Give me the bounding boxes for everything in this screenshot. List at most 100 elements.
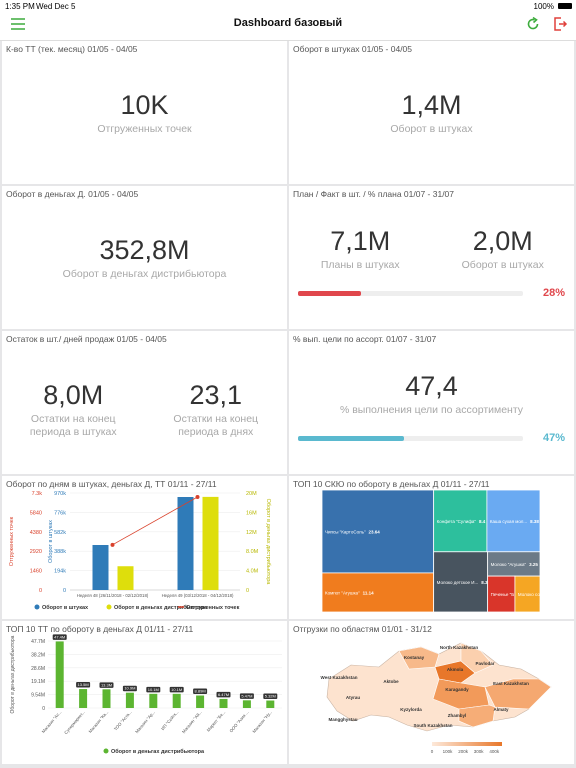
legend-label: Оборот в деньгах дистрибьютора bbox=[111, 748, 205, 755]
bar bbox=[55, 641, 64, 708]
card: Оборот в деньгах Д. 01/05 - 04/05 352,8M О… bbox=[2, 186, 287, 329]
region-label: Kyzylorda bbox=[400, 707, 422, 712]
legend-scale bbox=[432, 742, 502, 746]
x-tick-label: ИП "Сейтк... bbox=[160, 709, 179, 731]
refresh-button[interactable] bbox=[525, 16, 541, 32]
tick-label: 0 bbox=[39, 588, 42, 594]
cell-value: 23.64 bbox=[369, 529, 381, 534]
region-label: Aktobe bbox=[383, 679, 399, 684]
treemap-cell bbox=[433, 551, 489, 613]
chart: North Kazakhstan Kostanay Akmola Pavlodar We… bbox=[321, 642, 552, 754]
bar bbox=[125, 692, 134, 708]
value-label: 13.5M bbox=[78, 682, 89, 687]
region-label: South Kazakhstan bbox=[413, 723, 452, 728]
legend-label: Оборот в штуках bbox=[42, 604, 89, 611]
y-tick-label: 19.1M bbox=[31, 679, 45, 685]
legend-tick-label: 200k bbox=[458, 749, 469, 754]
card-title: % вып. цели по ассорт. 01/07 - 31/07 bbox=[293, 334, 437, 344]
tick-label: 776k bbox=[54, 510, 66, 516]
cell-name: Печенье "Б..." bbox=[491, 592, 520, 597]
card: ТОП 10 СКЮ по обороту в деньгах Д 01/11 … bbox=[289, 476, 574, 619]
status-time: 1:35 PM bbox=[5, 2, 35, 11]
y-tick-label: 28.6M bbox=[31, 666, 45, 672]
legend-tick-label: 100k bbox=[443, 749, 454, 754]
tick-label: 7.3k bbox=[32, 491, 43, 497]
value-label: 10.1M bbox=[148, 687, 159, 692]
tick-label: 970k bbox=[54, 491, 66, 497]
tick-label: 16M bbox=[246, 510, 257, 516]
value-label: 13.3M bbox=[101, 682, 112, 687]
bar bbox=[196, 695, 205, 708]
metric-value: 1,4M bbox=[401, 90, 462, 120]
card: Остаток в шт./ дней продаж 01/05 - 04/05… bbox=[2, 331, 287, 474]
value-label-bg bbox=[76, 682, 91, 688]
region-label: Atyrau bbox=[346, 695, 361, 700]
region bbox=[458, 704, 496, 728]
cell-label: Чипсы "КартоСоль" 23.64 bbox=[325, 529, 380, 534]
logout-button[interactable] bbox=[552, 16, 568, 32]
tick-label: 4.0M bbox=[246, 569, 259, 575]
x-tick-label: ТОО "Аста... bbox=[113, 709, 133, 731]
tick-label: 20M bbox=[246, 491, 257, 497]
chart: 0 194k 388k 582k 776k 970k 0 4.0M 8.0M 12M 16M 20M 0… bbox=[9, 491, 271, 611]
card: Оборот в штуках 01/05 - 04/05 1,4M Оборот … bbox=[289, 41, 574, 184]
x-tick-label: Супермаркет... bbox=[63, 709, 86, 735]
metric-value: 10K bbox=[120, 90, 169, 120]
treemap-cell bbox=[486, 489, 541, 553]
value-label-bg bbox=[263, 693, 278, 700]
metric-value: 23,1 bbox=[189, 380, 243, 410]
tick-label: 2920 bbox=[30, 549, 42, 555]
card-title: Остаток в шт./ дней продаж 01/05 - 04/05 bbox=[6, 334, 167, 344]
value-label-bg bbox=[52, 634, 67, 640]
legend-label: Оборот в деньгах дистрибьютора bbox=[114, 604, 208, 611]
region-label: Pavlodar bbox=[475, 661, 494, 666]
y-tick-label: 9.54M bbox=[31, 693, 45, 699]
card-title: ТОП 10 ТТ по обороту в деньгах Д 01/11 -… bbox=[6, 624, 194, 634]
cell-name: Молоко "Агушка" bbox=[491, 562, 527, 567]
value-label: 6.47M bbox=[218, 692, 229, 697]
value-label-bg bbox=[239, 693, 254, 699]
progress-label: 28% bbox=[542, 287, 565, 299]
value-label: 5.47M bbox=[241, 693, 252, 698]
treemap-cell bbox=[321, 572, 435, 613]
tick-label: 0 bbox=[246, 588, 249, 594]
value-label-bg bbox=[216, 691, 231, 698]
x-tick-label: Магазин "Ар... bbox=[134, 709, 156, 734]
bar bbox=[92, 545, 109, 590]
axis-title: Отгруженных точек bbox=[9, 516, 15, 566]
region-label: Kostanay bbox=[404, 655, 425, 660]
metric-value: 7,1M bbox=[330, 226, 391, 256]
card-title: Оборот по дням в штуках, деньгах Д, ТТ 0… bbox=[6, 479, 217, 489]
card: Оборот по дням в штуках, деньгах Д, ТТ 0… bbox=[2, 476, 287, 619]
value-label-bg bbox=[122, 685, 137, 692]
value-label: 5.32M bbox=[265, 694, 276, 699]
value-label-bg bbox=[193, 688, 208, 695]
treemap-cell bbox=[321, 489, 435, 574]
bar bbox=[202, 496, 219, 590]
menu-button[interactable] bbox=[10, 17, 26, 31]
progress-label: 47% bbox=[542, 432, 565, 444]
chart: Чипсы "КартоСоль" 23.64 Компот "Агушка" 11.… bbox=[321, 489, 553, 613]
card-title: К-во ТТ (тек. месяц) 01/05 - 04/05 bbox=[6, 44, 138, 54]
value-label: 10.1M bbox=[171, 687, 182, 692]
tick-label: 0 bbox=[63, 588, 66, 594]
region-label: Karagandy bbox=[445, 687, 469, 692]
y-tick-label: 0 bbox=[42, 706, 45, 712]
metric-label: Остатки на конец периода в штуках bbox=[29, 413, 117, 438]
x-tick-label: Магазин "Ас... bbox=[41, 709, 63, 734]
cell-name: Компот "Агушка" bbox=[325, 590, 360, 595]
region bbox=[398, 646, 440, 670]
y-tick-label: 47.7M bbox=[31, 639, 45, 645]
x-tick-label: Магазин "Ну... bbox=[251, 709, 273, 733]
card-title: Оборот в штуках 01/05 - 04/05 bbox=[293, 44, 413, 54]
card: К-во ТТ (тек. месяц) 01/05 - 04/05 10K Отг… bbox=[2, 41, 287, 184]
value-label: 10.9M bbox=[124, 686, 135, 691]
bar bbox=[117, 566, 134, 590]
treemap-cell bbox=[514, 575, 541, 613]
cell-label: Каша сухая мол... 8.38 bbox=[490, 519, 540, 524]
tick-label: 1460 bbox=[30, 569, 42, 575]
progress-fill bbox=[298, 291, 361, 296]
cell-name: Чипсы "КартоСоль" bbox=[325, 529, 366, 534]
bar bbox=[149, 693, 158, 708]
